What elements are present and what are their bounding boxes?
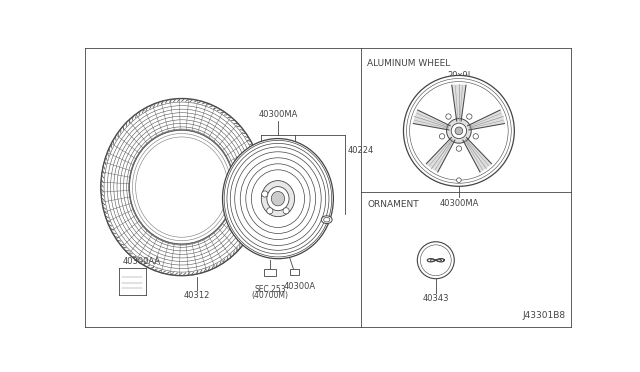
Circle shape bbox=[455, 127, 463, 135]
Text: 20x9J: 20x9J bbox=[447, 71, 470, 80]
Text: SEC.253: SEC.253 bbox=[255, 285, 286, 294]
Ellipse shape bbox=[262, 191, 268, 197]
Ellipse shape bbox=[271, 192, 285, 206]
Text: (40700M): (40700M) bbox=[252, 291, 289, 300]
Text: 40300MA: 40300MA bbox=[439, 199, 479, 208]
Text: 40300AA: 40300AA bbox=[122, 257, 161, 266]
Ellipse shape bbox=[283, 208, 289, 214]
Circle shape bbox=[403, 76, 515, 186]
Circle shape bbox=[451, 123, 467, 139]
Text: 40300MA: 40300MA bbox=[259, 110, 298, 119]
Text: ORNAMENT: ORNAMENT bbox=[367, 200, 419, 209]
Circle shape bbox=[440, 134, 445, 139]
Circle shape bbox=[456, 146, 461, 151]
Ellipse shape bbox=[321, 216, 332, 224]
Circle shape bbox=[447, 119, 471, 143]
Circle shape bbox=[467, 114, 472, 119]
Text: ALUMINUM WHEEL: ALUMINUM WHEEL bbox=[367, 58, 451, 67]
Circle shape bbox=[446, 114, 451, 119]
Circle shape bbox=[473, 134, 479, 139]
Text: 40224: 40224 bbox=[348, 145, 374, 155]
Circle shape bbox=[456, 178, 461, 183]
Polygon shape bbox=[413, 110, 451, 130]
FancyBboxPatch shape bbox=[289, 269, 299, 275]
Circle shape bbox=[417, 242, 454, 279]
Polygon shape bbox=[467, 110, 504, 130]
Text: J43301B8: J43301B8 bbox=[522, 311, 565, 320]
Polygon shape bbox=[463, 138, 492, 172]
Ellipse shape bbox=[129, 130, 234, 244]
Ellipse shape bbox=[101, 99, 262, 276]
Polygon shape bbox=[426, 138, 455, 172]
Polygon shape bbox=[452, 85, 466, 121]
Ellipse shape bbox=[261, 181, 294, 217]
Ellipse shape bbox=[267, 208, 273, 214]
Text: 40300A: 40300A bbox=[284, 282, 316, 291]
Text: 40312: 40312 bbox=[184, 291, 211, 300]
Ellipse shape bbox=[223, 139, 333, 259]
FancyBboxPatch shape bbox=[264, 269, 276, 276]
Ellipse shape bbox=[267, 187, 289, 211]
Text: 40343: 40343 bbox=[422, 294, 449, 303]
